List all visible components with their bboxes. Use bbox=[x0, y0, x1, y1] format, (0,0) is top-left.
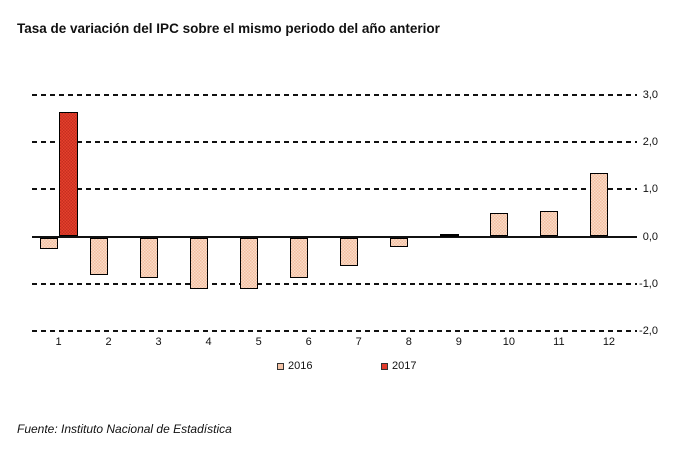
bar-2016-month-7 bbox=[340, 237, 359, 266]
gridline--2,0 bbox=[32, 329, 637, 332]
legend-label-2016: 2016 bbox=[288, 360, 313, 372]
bar-2016-month-2 bbox=[90, 237, 109, 276]
xtick-label-2: 2 bbox=[105, 336, 112, 348]
legend-swatch-2017-icon bbox=[381, 362, 388, 370]
ytick-label--1,0: -1,0 bbox=[639, 277, 658, 290]
xtick-label-9: 9 bbox=[455, 336, 462, 348]
ytick-label-3,0: 3,0 bbox=[642, 89, 658, 102]
bar-2016-month-3 bbox=[140, 237, 159, 278]
legend-item-2017: 2017 bbox=[381, 360, 416, 372]
xtick-label-4: 4 bbox=[205, 336, 212, 348]
gridline-1,0 bbox=[32, 188, 637, 191]
ytick-label-0,0: 0,0 bbox=[642, 230, 658, 243]
legend-swatch-2016-icon bbox=[277, 362, 284, 370]
legend-item-2016: 2016 bbox=[277, 360, 312, 372]
xtick-label-10: 10 bbox=[502, 336, 515, 348]
ytick-label-2,0: 2,0 bbox=[642, 136, 658, 149]
gridline-2,0 bbox=[32, 141, 637, 144]
bar-2016-month-4 bbox=[190, 237, 209, 290]
ytick-label--2,0: -2,0 bbox=[639, 324, 658, 337]
bar-2016-month-10 bbox=[490, 212, 509, 237]
chart-title: Tasa de variación del IPC sobre el mismo… bbox=[17, 21, 440, 36]
xtick-label-11: 11 bbox=[553, 336, 565, 348]
xtick-label-3: 3 bbox=[155, 336, 162, 348]
x-axis-line bbox=[32, 235, 637, 238]
bar-2016-month-1 bbox=[40, 237, 58, 250]
source-note: Fuente: Instituto Nacional de Estadístic… bbox=[17, 422, 232, 436]
xtick-label-12: 12 bbox=[602, 336, 616, 348]
gridline-3,0 bbox=[32, 94, 637, 97]
bar-2016-month-5 bbox=[240, 237, 259, 290]
xtick-label-1: 1 bbox=[55, 336, 62, 348]
bar-2016-month-6 bbox=[290, 237, 309, 278]
xtick-label-5: 5 bbox=[255, 336, 262, 348]
xtick-label-8: 8 bbox=[405, 336, 412, 348]
bar-2016-month-11 bbox=[540, 210, 559, 237]
xtick-label-7: 7 bbox=[355, 336, 362, 348]
bar-2016-month-8 bbox=[390, 237, 409, 247]
xtick-label-6: 6 bbox=[305, 336, 312, 348]
gridline--1,0 bbox=[32, 282, 637, 285]
bar-2016-month-12 bbox=[590, 172, 609, 237]
bar-2017-month-1 bbox=[59, 111, 78, 237]
ytick-label-1,0: 1,0 bbox=[642, 183, 658, 196]
legend-label-2017: 2017 bbox=[392, 360, 417, 372]
bar-2016-month-9 bbox=[440, 233, 460, 237]
